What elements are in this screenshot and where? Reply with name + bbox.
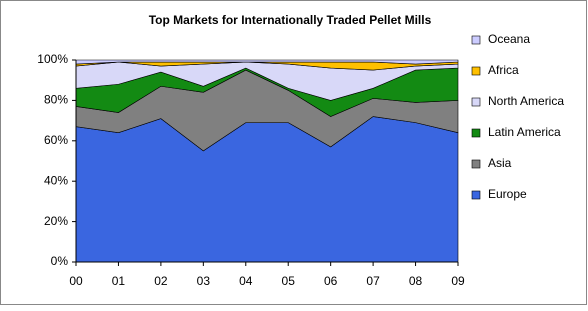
x-tick-label: 08 — [409, 274, 423, 288]
x-tick-label: 01 — [112, 274, 126, 288]
legend-swatch — [471, 35, 481, 45]
x-tick-label: 07 — [366, 274, 380, 288]
x-tick-label: 04 — [239, 274, 253, 288]
y-tick-label: 80% — [44, 93, 68, 107]
x-tick-label: 02 — [154, 274, 168, 288]
y-tick-label: 0% — [51, 254, 69, 268]
legend-swatch — [471, 190, 481, 200]
area — [75, 59, 459, 65]
x-tick-label: 00 — [69, 274, 83, 288]
x-tick-label: 03 — [197, 274, 211, 288]
y-tick-label: 60% — [44, 133, 68, 147]
y-tick-label: 20% — [44, 214, 68, 228]
legend-label: Africa — [488, 63, 519, 77]
legend-swatch — [471, 159, 481, 169]
legend-label: Latin America — [488, 125, 561, 139]
legend-label: Asia — [488, 156, 512, 170]
x-tick-label: 09 — [451, 274, 465, 288]
y-tick-label: 40% — [44, 173, 68, 187]
legend-swatch — [471, 66, 481, 76]
y-tick-label: 100% — [37, 52, 68, 66]
chart-title: Top Markets for Internationally Traded P… — [149, 13, 432, 27]
legend-label: Oceana — [488, 32, 530, 46]
x-tick-label: 06 — [324, 274, 338, 288]
x-tick-label: 05 — [282, 274, 296, 288]
legend-label: Europe — [488, 187, 527, 201]
area — [75, 116, 459, 263]
legend-label: North America — [488, 94, 564, 108]
legend-swatch — [471, 128, 481, 138]
legend-swatch — [471, 97, 481, 107]
